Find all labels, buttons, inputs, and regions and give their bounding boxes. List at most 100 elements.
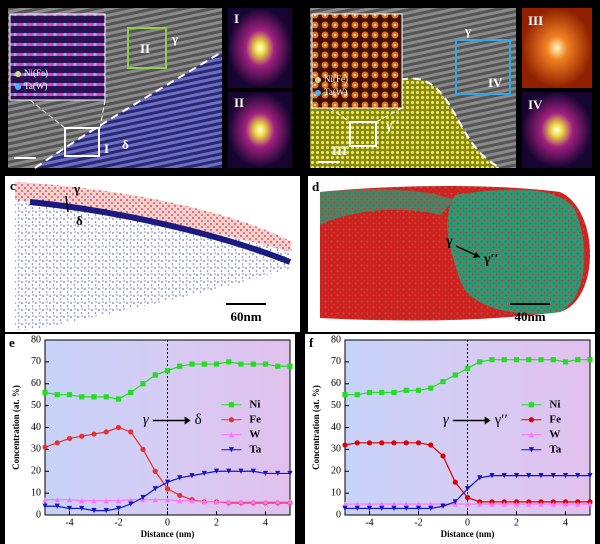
marker bbox=[177, 492, 183, 498]
delta-region bbox=[35, 52, 222, 168]
y-tick-label: 10 bbox=[31, 487, 41, 498]
y-tick-label: 60 bbox=[31, 378, 41, 389]
marker bbox=[226, 499, 232, 505]
marker bbox=[262, 361, 269, 367]
x-tick-label: 2 bbox=[214, 517, 219, 528]
marker bbox=[275, 499, 281, 505]
marker bbox=[262, 499, 269, 505]
marker bbox=[428, 385, 434, 391]
marker bbox=[538, 473, 544, 479]
marker bbox=[526, 473, 532, 479]
legend-label: Ta bbox=[549, 443, 561, 455]
marker bbox=[262, 470, 269, 477]
x-tick-label: -2 bbox=[114, 517, 122, 528]
marker bbox=[42, 389, 48, 396]
marker bbox=[140, 381, 146, 387]
marker bbox=[366, 389, 373, 396]
gamma-double-prime-volume bbox=[447, 189, 585, 314]
legend-label: Fe bbox=[549, 413, 561, 425]
marker bbox=[115, 396, 122, 402]
marker bbox=[177, 498, 183, 504]
x-tick-label: 4 bbox=[563, 517, 568, 528]
fft-label: I bbox=[234, 11, 239, 26]
marker bbox=[128, 429, 134, 435]
marker bbox=[464, 486, 471, 492]
legend-label: Ni(Fe) bbox=[24, 68, 48, 78]
marker bbox=[103, 498, 109, 504]
marker bbox=[379, 389, 385, 396]
marker bbox=[550, 501, 556, 507]
marker bbox=[440, 378, 446, 385]
y-tick-label: 80 bbox=[31, 334, 41, 345]
marker bbox=[164, 497, 171, 503]
y-tick-label: 10 bbox=[331, 487, 341, 498]
x-tick-label: -4 bbox=[365, 517, 373, 528]
marker bbox=[152, 372, 158, 378]
marker bbox=[587, 501, 593, 507]
marker bbox=[354, 505, 360, 512]
marker bbox=[366, 501, 373, 507]
legend-marker bbox=[528, 417, 535, 423]
marker bbox=[379, 501, 385, 507]
y-axis-label: Concentration (at. %) bbox=[11, 385, 21, 470]
marker bbox=[103, 394, 109, 400]
marker bbox=[513, 473, 520, 479]
marker bbox=[42, 503, 48, 509]
legend-marker bbox=[528, 432, 534, 438]
marker bbox=[213, 499, 220, 505]
y-tick-label: 60 bbox=[331, 378, 341, 389]
x-tick-label: -4 bbox=[65, 517, 73, 528]
phase-label: γ bbox=[171, 31, 178, 46]
marker bbox=[440, 503, 446, 509]
arrow bbox=[65, 195, 69, 213]
marker bbox=[403, 440, 409, 446]
zoom-line bbox=[329, 107, 351, 123]
marker bbox=[489, 357, 495, 363]
marker bbox=[128, 501, 134, 507]
marker bbox=[562, 473, 569, 479]
marker bbox=[115, 424, 122, 431]
marker bbox=[103, 508, 109, 514]
marker bbox=[342, 442, 348, 448]
marker bbox=[189, 498, 195, 504]
marker bbox=[354, 501, 360, 507]
x-tick-label: 2 bbox=[514, 517, 519, 528]
legend-label: Fe bbox=[249, 413, 261, 425]
legend-marker bbox=[228, 417, 234, 423]
inset bbox=[9, 13, 106, 101]
marker bbox=[103, 429, 109, 435]
legend-label: Ni(Fe) bbox=[324, 74, 348, 84]
interface bbox=[29, 199, 292, 265]
marker bbox=[342, 392, 348, 398]
legend-dot bbox=[315, 77, 321, 83]
marker bbox=[464, 365, 471, 372]
fft-label: III bbox=[528, 13, 543, 28]
marker bbox=[526, 357, 532, 363]
marker bbox=[464, 501, 471, 507]
panel-b: Ni(Fe) Ta(W) γ IV III γ′′ III IV bbox=[310, 8, 592, 169]
marker bbox=[213, 361, 220, 367]
marker bbox=[128, 497, 134, 503]
marker bbox=[287, 470, 293, 477]
marker bbox=[250, 499, 256, 505]
legend-label: Ta(W) bbox=[24, 81, 47, 91]
legend-dot bbox=[15, 84, 21, 90]
marker bbox=[164, 368, 171, 374]
marker bbox=[250, 468, 256, 474]
marker bbox=[177, 363, 183, 369]
legend-marker bbox=[228, 432, 234, 438]
marker bbox=[550, 357, 556, 363]
x-tick-label: 0 bbox=[165, 517, 170, 528]
marker bbox=[538, 357, 544, 363]
marker bbox=[66, 497, 73, 503]
region-box bbox=[127, 27, 167, 69]
marker bbox=[489, 473, 495, 479]
y-tick-label: 20 bbox=[331, 466, 341, 477]
x-axis-label: Distance (nm) bbox=[141, 529, 195, 539]
marker bbox=[538, 501, 544, 507]
marker bbox=[379, 505, 385, 512]
region-box bbox=[455, 39, 511, 95]
region-box bbox=[349, 121, 377, 147]
marker bbox=[91, 508, 97, 514]
